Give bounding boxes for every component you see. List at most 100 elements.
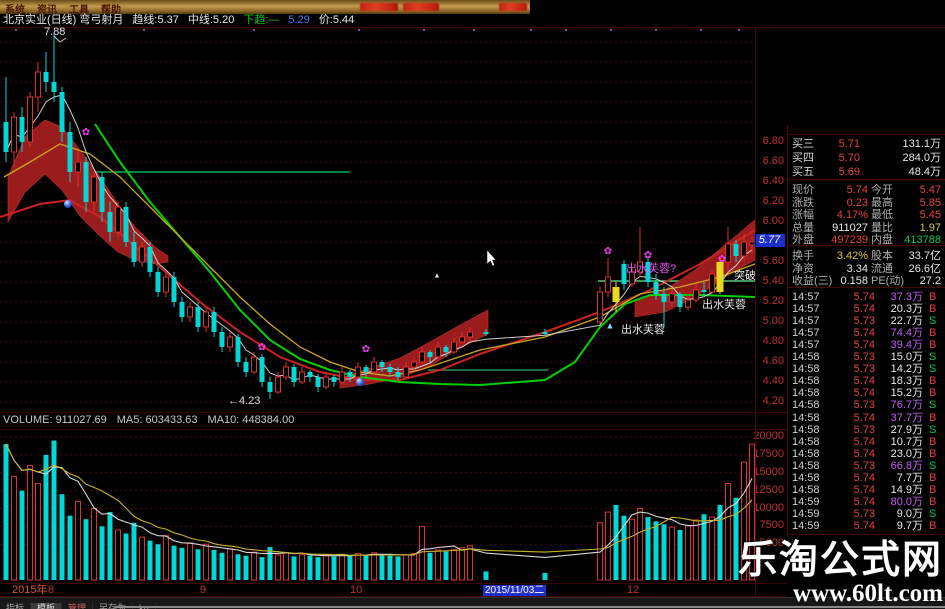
tick-row: 14:57 5.74 74.4万 B [787, 327, 945, 339]
sidebar-divider [787, 134, 945, 135]
tick-volume: 7.7万 [896, 471, 923, 484]
tick-volume: 37.7万 [890, 411, 923, 424]
promo-text-blur [499, 3, 527, 11]
divider [0, 412, 787, 413]
tick-time: 14:58 [792, 423, 820, 436]
tick-price: 5.74 [853, 387, 875, 400]
volume-axis-label: 5000 [759, 537, 784, 550]
tab-模板[interactable]: 模板 [31, 603, 63, 609]
tick-price: 5.74 [853, 435, 875, 448]
date-axis-label: 10 [350, 584, 363, 596]
bid-price: 5.71 [838, 138, 860, 150]
volume-stat-1: VOLUME: 911027.69 [3, 414, 107, 426]
tick-price: 5.73 [853, 507, 875, 520]
volume-ma5-line [5, 443, 753, 558]
quote-label: 最高 [871, 196, 893, 209]
volume-layer [3, 440, 755, 581]
quote-row: 外盘 497239 内盘 413788 [787, 234, 945, 246]
bid-label: 买三 [792, 138, 814, 150]
tick-row: 14:57 5.74 20.3万 B [787, 303, 945, 315]
date-axis-label: 2015年 [12, 584, 48, 596]
fundamental-row: 收益(三) 0.158 PE(动) 27.2 [787, 275, 945, 287]
tick-row: 14:58 5.73 27.9万 S [787, 424, 945, 436]
info-segment-1: 北京实业(日线) 弯弓射月 [3, 14, 124, 26]
quote-label: 外盘 [792, 234, 814, 247]
volume-axis-label: 15000 [753, 465, 784, 478]
quote-label: 内盘 [871, 234, 893, 247]
menu-item-4[interactable]: 帮助 [101, 5, 121, 16]
current-price-badge: 5.77 [754, 234, 785, 247]
tick-side: B [929, 483, 937, 496]
tick-price: 5.73 [853, 459, 875, 472]
high-pointer-line [53, 35, 67, 43]
tick-price: 5.74 [853, 375, 875, 388]
quote-sidebar: 买三 5.71 131.1万 买四 5.70 284.0万 买五 5.69 48.4万 现价 5.7… [787, 0, 945, 609]
tick-row: 14:58 5.73 66.8万 S [787, 460, 945, 472]
quote-value: 5.74 [846, 184, 868, 196]
menu-item-1[interactable]: 系统 [5, 5, 25, 16]
quote-value: 413788 [904, 234, 941, 247]
tick-time: 14:58 [792, 399, 820, 412]
tick-volume: 66.8万 [890, 459, 923, 472]
tick-time: 14:58 [792, 363, 820, 376]
volume-axis-label: 7500 [759, 519, 784, 532]
quote-value: 5.85 [919, 196, 941, 209]
info-segment-4: 下趋:— [243, 14, 280, 26]
mouse-cursor [486, 249, 497, 267]
quote-row: 现价 5.74 今开 5.47 [787, 184, 945, 196]
tick-volume: 9.0万 [896, 507, 923, 520]
bid-row: 买五 5.69 48.4万 [787, 166, 945, 178]
tick-row: 14:58 5.74 18.3万 B [787, 375, 945, 387]
bid-label: 买四 [792, 152, 814, 164]
tick-volume: 23.0万 [890, 447, 923, 460]
divider [0, 27, 945, 28]
volume-ma10-line [5, 443, 753, 556]
fundamental-row: 换手 3.42% 股本 33.7亿 [787, 250, 945, 262]
tick-row: 14:58 5.74 15.2万 B [787, 387, 945, 399]
volume-axis-label: 12500 [753, 483, 784, 496]
divider [0, 596, 787, 597]
volume-stat-2: MA5: 603433.63 [116, 414, 198, 426]
menu-item-3[interactable]: 工具 [69, 5, 89, 16]
tick-price: 5.74 [853, 495, 875, 508]
tick-time: 14:57 [792, 339, 820, 352]
tick-time: 14:58 [792, 471, 820, 484]
tick-price: 5.73 [853, 351, 875, 364]
tick-side: B [929, 519, 937, 532]
fund-value: 3.42% [836, 250, 868, 262]
tab-管理[interactable]: 管理 [62, 603, 94, 609]
tick-price: 5.74 [853, 411, 875, 424]
tick-side: S [929, 399, 937, 412]
fund-value: 33.7亿 [908, 250, 941, 262]
tick-side: S [929, 351, 937, 364]
info-segment-6: 价:5.44 [318, 14, 355, 26]
volume-axis-label: 20000 [753, 430, 784, 442]
menu-item-2[interactable]: 资讯 [37, 5, 57, 16]
tick-price: 5.74 [853, 291, 875, 303]
quote-label: 量比 [871, 221, 893, 234]
promo-text-blur [403, 3, 439, 11]
tick-row: 14:58 5.74 14.9万 B [787, 484, 945, 496]
tick-side: S [929, 423, 937, 436]
chart-info-line: 北京实业(日线) 弯弓射月 趋线:5.37 中线:5.20 下趋:— 5.29 价:5.4… [3, 14, 363, 27]
fund-label: 股本 [871, 250, 893, 262]
bid-label: 买五 [792, 166, 814, 178]
info-segment-3: 中线:5.20 [187, 14, 235, 26]
tick-row: 14:57 5.74 37.3万 B [787, 291, 945, 303]
window-resize-bar[interactable] [115, 606, 945, 608]
volume-axis-label: 17500 [753, 447, 784, 460]
tick-side: S [929, 363, 937, 376]
tick-volume: 9.7万 [896, 519, 923, 532]
quote-label: 总量 [792, 221, 814, 234]
sidebar-divider [787, 287, 945, 288]
tick-time: 14:57 [792, 327, 820, 340]
tick-time: 14:57 [792, 303, 820, 316]
quote-value: 5.45 [919, 209, 941, 222]
main-chart[interactable] [0, 0, 787, 609]
tick-side: B [929, 387, 937, 400]
tick-side: B [929, 495, 937, 508]
tab-指标[interactable]: 指标 [0, 603, 32, 609]
quote-value: 0.23 [846, 196, 868, 209]
tick-price: 5.73 [853, 315, 875, 328]
